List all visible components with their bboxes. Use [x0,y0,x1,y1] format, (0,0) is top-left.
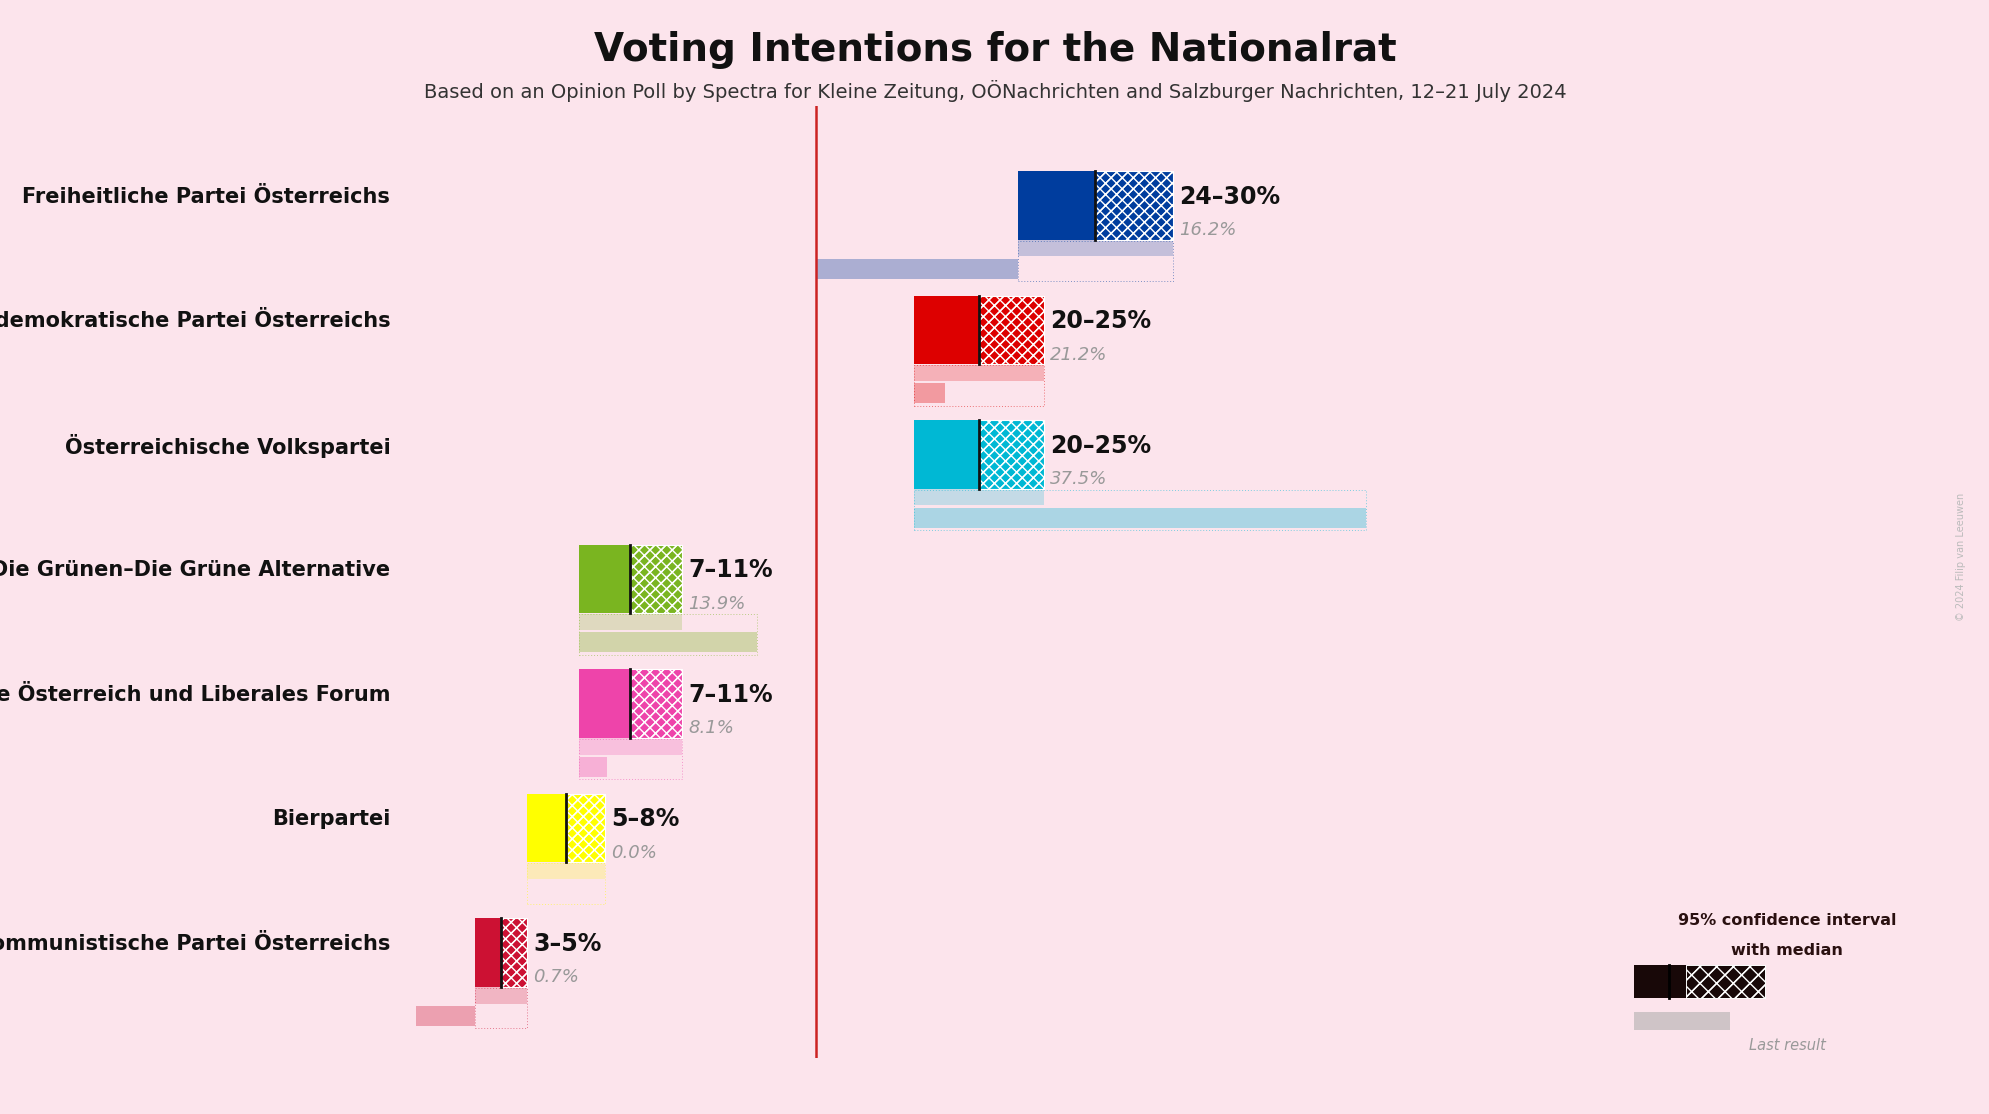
FancyBboxPatch shape [915,420,979,489]
FancyBboxPatch shape [1633,1012,1728,1029]
Text: 13.9%: 13.9% [688,595,746,613]
FancyBboxPatch shape [915,508,1366,528]
Text: 7–11%: 7–11% [688,558,774,583]
Text: with median: with median [1730,942,1842,958]
FancyBboxPatch shape [475,918,501,987]
FancyBboxPatch shape [579,739,682,754]
Text: 7–11%: 7–11% [688,683,774,706]
FancyBboxPatch shape [579,670,631,737]
Text: 16.2%: 16.2% [1179,222,1235,240]
FancyBboxPatch shape [475,987,527,1004]
FancyBboxPatch shape [579,633,756,653]
Text: 20–25%: 20–25% [1050,433,1150,458]
FancyBboxPatch shape [915,364,1042,381]
Text: 95% confidence interval: 95% confidence interval [1677,913,1896,928]
Text: 0.0%: 0.0% [611,844,656,862]
FancyBboxPatch shape [1685,965,1764,998]
Text: 8.1%: 8.1% [688,720,734,737]
Text: 37.5%: 37.5% [1050,470,1106,488]
FancyBboxPatch shape [565,793,605,862]
FancyBboxPatch shape [416,1006,475,1026]
FancyBboxPatch shape [579,614,682,631]
FancyBboxPatch shape [979,295,1042,364]
Text: Sozialdemokratische Partei Österreichs: Sozialdemokratische Partei Österreichs [0,311,390,331]
FancyBboxPatch shape [527,793,565,862]
FancyBboxPatch shape [527,863,605,879]
Text: 0.7%: 0.7% [533,968,579,986]
Text: 21.2%: 21.2% [1050,345,1106,364]
Text: Bierpartei: Bierpartei [272,809,390,829]
Text: Based on an Opinion Poll by Spectra for Kleine Zeitung, OÖNachrichten and Salzbu: Based on an Opinion Poll by Spectra for … [424,80,1565,102]
FancyBboxPatch shape [579,545,631,613]
FancyBboxPatch shape [979,420,1042,489]
Text: 24–30%: 24–30% [1179,185,1279,208]
FancyBboxPatch shape [631,670,682,737]
FancyBboxPatch shape [915,383,945,403]
FancyBboxPatch shape [1094,172,1172,240]
FancyBboxPatch shape [1016,172,1094,240]
FancyBboxPatch shape [915,489,1042,506]
FancyBboxPatch shape [631,545,682,613]
FancyBboxPatch shape [915,295,979,364]
FancyBboxPatch shape [1016,241,1172,256]
Text: Freiheitliche Partei Österreichs: Freiheitliche Partei Österreichs [22,187,390,207]
Text: 3–5%: 3–5% [533,931,601,956]
Text: 5–8%: 5–8% [611,808,678,831]
Text: Kommunistische Partei Österreichs: Kommunistische Partei Österreichs [0,934,390,954]
Text: Österreichische Volkspartei: Österreichische Volkspartei [64,433,390,458]
Text: Voting Intentions for the Nationalrat: Voting Intentions for the Nationalrat [593,31,1396,69]
Text: Last result: Last result [1748,1038,1824,1053]
FancyBboxPatch shape [501,918,527,987]
Text: 20–25%: 20–25% [1050,310,1150,333]
FancyBboxPatch shape [1633,965,1720,998]
Text: NEOS–Das Neue Österreich und Liberales Forum: NEOS–Das Neue Österreich und Liberales F… [0,685,390,705]
Text: © 2024 Filip van Leeuwen: © 2024 Filip van Leeuwen [1955,492,1965,622]
FancyBboxPatch shape [815,258,1016,278]
FancyBboxPatch shape [579,758,607,776]
Text: Die Grünen–Die Grüne Alternative: Die Grünen–Die Grüne Alternative [0,560,390,580]
